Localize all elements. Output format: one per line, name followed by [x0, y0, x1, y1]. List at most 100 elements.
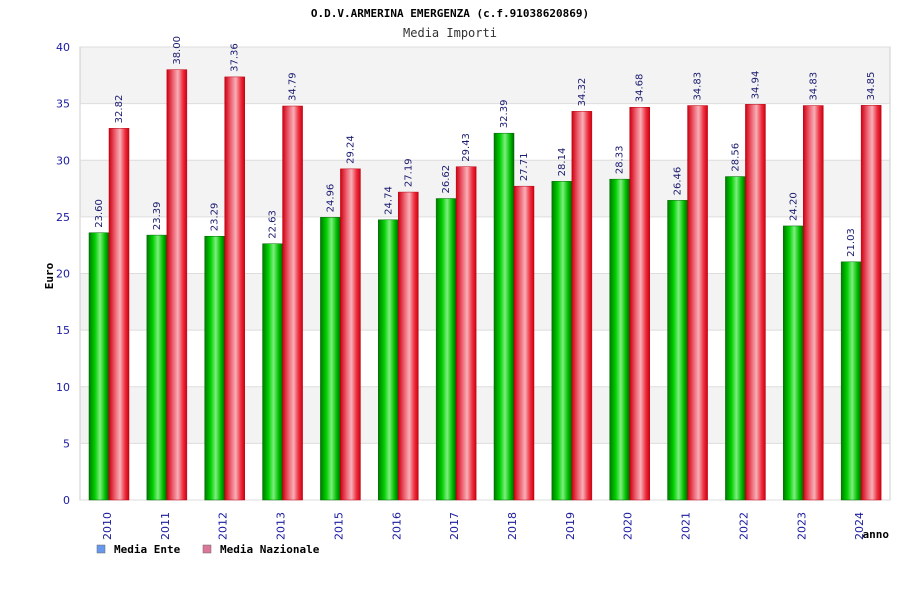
bar-ente-2022 — [725, 176, 746, 501]
x-axis-ticks: 2010 2011 2012 2013 2015 2016 2017 2018 2019 2020… — [101, 512, 866, 540]
x-tick-label: 2023 — [795, 512, 808, 540]
bar-nazionale-2024 — [860, 105, 882, 501]
bar-ente-2012 — [204, 235, 225, 501]
bar-nazionale-2016 — [398, 191, 419, 501]
plot-band — [80, 273, 890, 331]
data-label: 34.32 — [577, 78, 588, 107]
y-tick-label: 40 — [56, 41, 70, 54]
data-label: 32.82 — [114, 95, 125, 124]
x-tick-label: 2016 — [390, 512, 403, 540]
data-label: 34.94 — [750, 71, 761, 100]
x-tick-label: 2013 — [275, 512, 288, 540]
bar-ente-2018 — [493, 132, 515, 501]
bar-nazionale-2021 — [687, 105, 708, 501]
x-tick-label: 2011 — [159, 512, 172, 540]
data-label: 29.24 — [345, 135, 356, 164]
data-label: 28.56 — [730, 143, 741, 172]
data-label: 26.46 — [673, 167, 684, 196]
bar-ente-2020 — [609, 178, 630, 501]
bar-ente-2010 — [88, 232, 110, 501]
chart-title: O.D.V.ARMERINA EMERGENZA (c.f.9103862086… — [311, 7, 589, 20]
x-tick-label: 2022 — [737, 512, 750, 540]
data-label: 27.71 — [519, 153, 530, 182]
data-label: 24.20 — [788, 192, 799, 221]
data-label: 29.43 — [461, 133, 472, 162]
bar-ente-2023 — [783, 225, 804, 501]
data-label: 28.33 — [615, 146, 626, 175]
y-tick-label: 20 — [56, 268, 70, 281]
y-tick-label: 15 — [56, 324, 70, 337]
plot-band — [80, 330, 890, 387]
y-tick-label: 10 — [56, 381, 70, 394]
data-label: 34.83 — [808, 72, 819, 101]
y-tick-label: 25 — [56, 211, 70, 224]
bar-nazionale-2017 — [455, 166, 477, 501]
x-tick-label: 2010 — [101, 512, 114, 540]
chart-subtitle: Media Importi — [403, 26, 497, 40]
bar-nazionale-2013 — [282, 105, 303, 501]
data-label: 23.29 — [210, 203, 221, 232]
legend-swatch-nazionale — [202, 544, 212, 554]
bar-ente-2017 — [435, 198, 457, 501]
bar-nazionale-2010 — [108, 128, 130, 501]
plot-band — [80, 47, 890, 104]
bar-nazionale-2019 — [571, 111, 593, 501]
legend-label-nazionale: Media Nazionale — [220, 543, 320, 556]
bar-nazionale-2022 — [745, 104, 766, 501]
bar-ente-2015 — [320, 217, 341, 501]
x-tick-label: 2015 — [332, 512, 345, 540]
data-label: 34.68 — [635, 74, 646, 103]
y-axis-label: Euro — [43, 262, 56, 289]
data-label: 22.63 — [268, 210, 279, 239]
data-label: 34.83 — [693, 72, 704, 101]
plot-band — [80, 160, 890, 217]
bar-ente-2013 — [262, 243, 283, 501]
bar-ente-2019 — [551, 181, 573, 501]
data-label: 38.00 — [172, 36, 183, 65]
plot-band — [80, 103, 890, 161]
x-tick-label: 2024 — [853, 512, 866, 540]
y-axis-ticks: 0 5 10 15 20 25 30 35 40 — [56, 41, 70, 507]
data-label: 24.74 — [383, 186, 394, 215]
data-label: 23.60 — [94, 199, 105, 228]
bar-nazionale-2011 — [166, 69, 188, 501]
y-tick-label: 30 — [56, 154, 70, 167]
data-label: 37.36 — [230, 43, 241, 72]
bar-nazionale-2023 — [803, 105, 824, 501]
plot-band — [80, 216, 890, 274]
data-label: 24.96 — [325, 184, 336, 213]
y-tick-label: 0 — [63, 494, 70, 507]
bar-nazionale-2020 — [629, 106, 650, 501]
x-axis-label: anno — [863, 528, 890, 541]
y-tick-label: 35 — [56, 98, 70, 111]
bar-ente-2016 — [378, 219, 399, 501]
x-tick-label: 2021 — [680, 512, 693, 540]
plot-band — [80, 386, 890, 444]
bar-nazionale-2018 — [513, 185, 535, 501]
data-label: 28.14 — [557, 148, 568, 177]
data-label: 26.62 — [441, 165, 452, 194]
data-labels: 23.60 32.82 23.39 38.00 23.29 37.36 22.63 34.79… — [94, 36, 877, 257]
x-tick-label: 2018 — [506, 512, 519, 540]
data-label: 27.19 — [403, 158, 414, 187]
bars — [88, 69, 882, 501]
plot-band — [80, 443, 890, 500]
bar-ente-2011 — [146, 234, 168, 501]
legend-label-ente: Media Ente — [114, 543, 181, 556]
bar-nazionale-2012 — [224, 76, 245, 501]
x-tick-label: 2020 — [622, 512, 635, 540]
bar-ente-2024 — [840, 261, 862, 501]
x-tick-label: 2012 — [217, 512, 230, 540]
data-label: 34.85 — [866, 72, 877, 101]
bar-nazionale-2015 — [340, 168, 361, 501]
x-tick-label: 2017 — [448, 512, 461, 540]
data-label: 32.39 — [499, 100, 510, 129]
data-label: 21.03 — [846, 228, 857, 257]
legend: Media Ente Media Nazionale — [96, 543, 320, 556]
data-label: 34.79 — [288, 72, 299, 101]
legend-swatch-ente — [96, 544, 106, 554]
data-label: 23.39 — [152, 201, 163, 230]
x-tick-label: 2019 — [564, 512, 577, 540]
bar-ente-2021 — [667, 200, 688, 501]
